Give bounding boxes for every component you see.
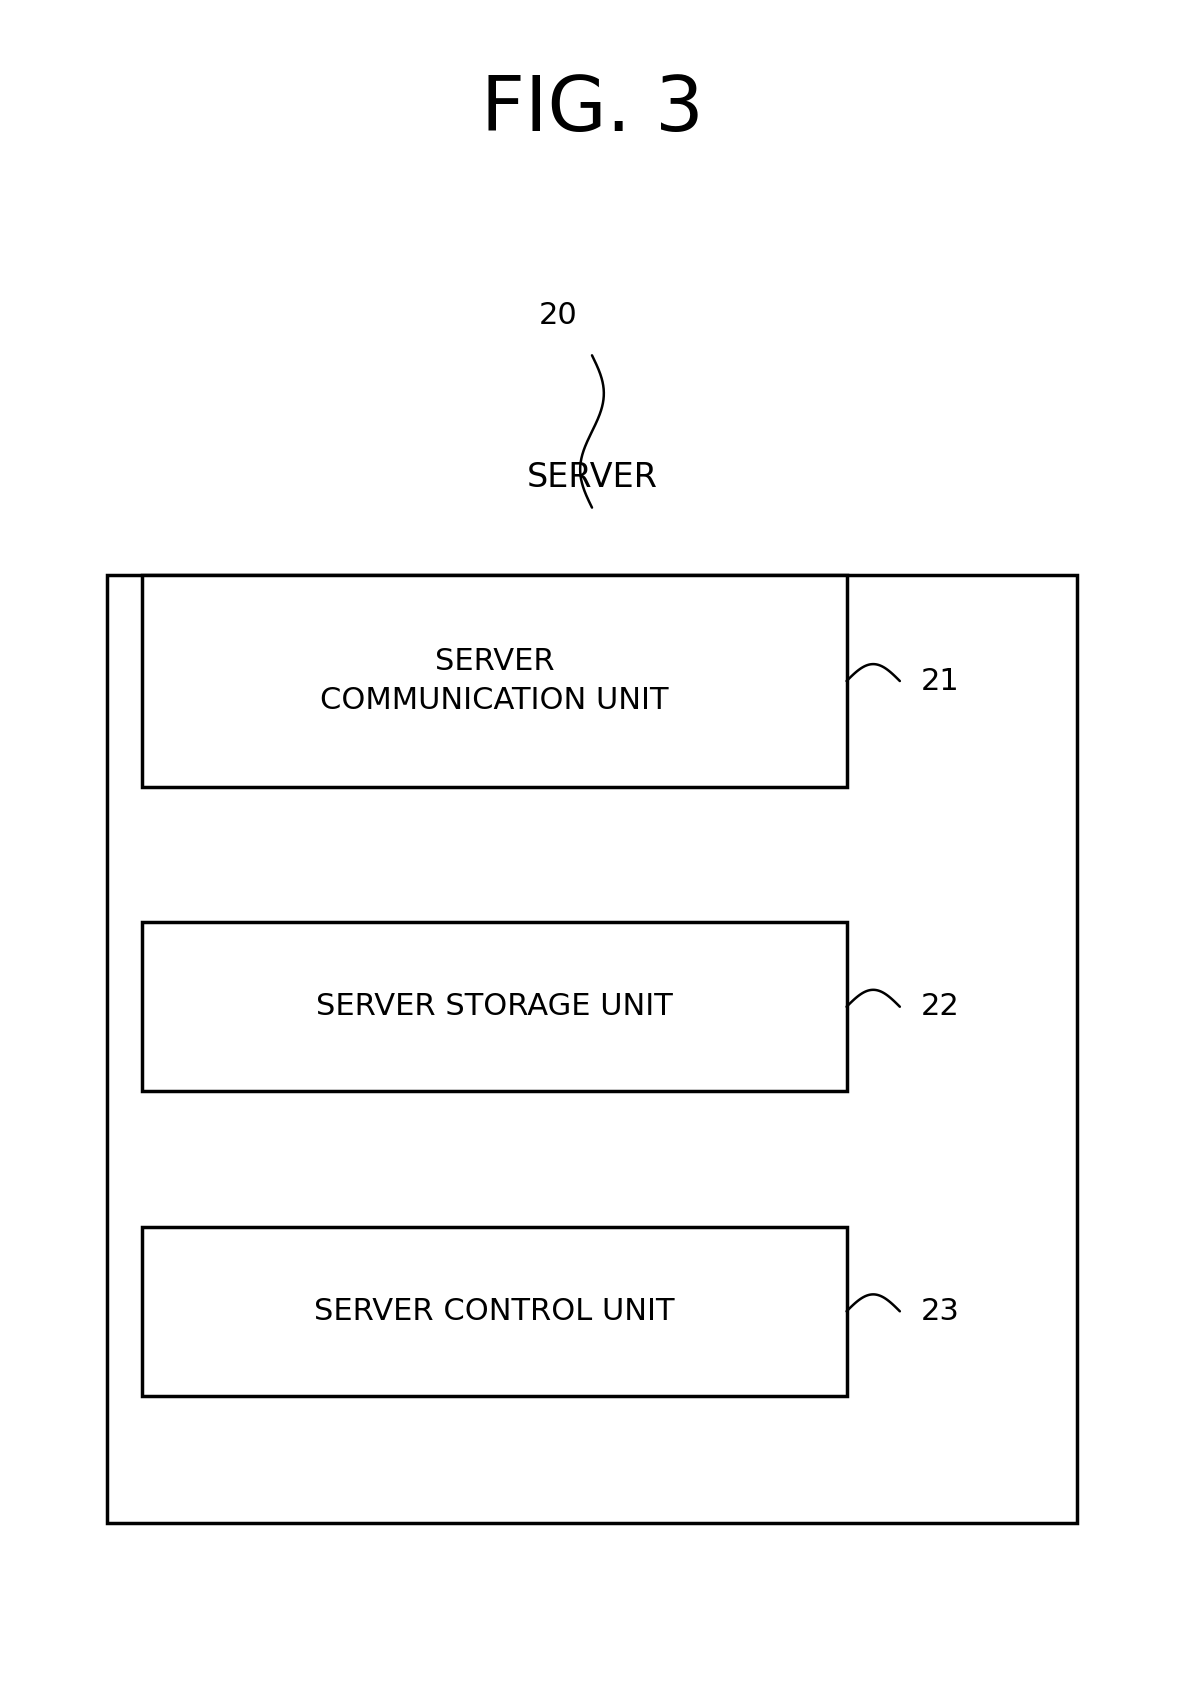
Text: FIG. 3: FIG. 3 bbox=[481, 73, 703, 147]
Text: 21: 21 bbox=[921, 667, 960, 695]
Text: 20: 20 bbox=[539, 301, 578, 330]
Bar bbox=[107, 575, 1077, 1523]
Text: SERVER: SERVER bbox=[527, 460, 657, 494]
Bar bbox=[142, 922, 847, 1091]
Text: SERVER
COMMUNICATION UNIT: SERVER COMMUNICATION UNIT bbox=[320, 648, 669, 714]
Bar bbox=[142, 1227, 847, 1396]
Text: SERVER STORAGE UNIT: SERVER STORAGE UNIT bbox=[316, 992, 673, 1022]
Bar bbox=[142, 575, 847, 787]
Text: 22: 22 bbox=[921, 992, 960, 1022]
Text: 23: 23 bbox=[921, 1296, 960, 1327]
Text: SERVER CONTROL UNIT: SERVER CONTROL UNIT bbox=[314, 1296, 675, 1327]
